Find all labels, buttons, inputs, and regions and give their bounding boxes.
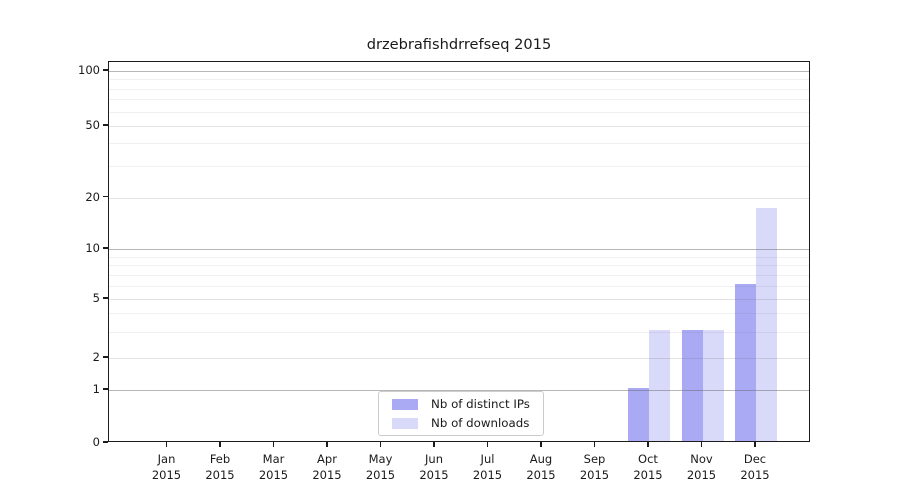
legend-label: Nb of downloads bbox=[431, 416, 530, 430]
x-axis-tick bbox=[700, 442, 703, 447]
x-axis-tick bbox=[540, 442, 542, 447]
x-axis-tick-label: Nov 2015 bbox=[686, 452, 717, 482]
y-axis-tick-label: 20 bbox=[85, 189, 100, 204]
x-axis-tick-label: May 2015 bbox=[365, 452, 396, 482]
bar-downloads bbox=[702, 329, 724, 441]
x-axis-tick bbox=[379, 442, 382, 447]
x-axis-tick bbox=[433, 442, 435, 447]
x-axis-tick bbox=[272, 442, 275, 447]
bar-downloads bbox=[649, 329, 670, 441]
x-axis-tick bbox=[754, 442, 756, 447]
x-axis-tick-label: Sep 2015 bbox=[579, 452, 610, 482]
x-axis-tick bbox=[165, 442, 168, 447]
x-axis-tick bbox=[219, 442, 221, 447]
legend-swatch-distinct-ips bbox=[392, 398, 418, 410]
y-axis-tick-label: 50 bbox=[85, 118, 100, 132]
bar-distinct-ips bbox=[735, 283, 756, 441]
y-axis-tick bbox=[103, 388, 108, 390]
y-axis-tick-label: 2 bbox=[92, 350, 100, 364]
plot-area bbox=[108, 61, 810, 442]
bar-distinct-ips bbox=[628, 388, 649, 441]
x-axis-tick-label: Mar 2015 bbox=[258, 452, 289, 482]
y-axis-tick bbox=[103, 297, 108, 299]
x-axis-tick-label: Feb 2015 bbox=[205, 452, 235, 482]
x-axis-tick-label: Dec 2015 bbox=[740, 452, 770, 482]
bar-downloads bbox=[756, 207, 777, 441]
bar-distinct-ips bbox=[681, 329, 703, 441]
x-axis-tick-label: Jan 2015 bbox=[151, 452, 182, 482]
x-axis-tick-label: Jul 2015 bbox=[472, 452, 503, 482]
bars-layer bbox=[109, 62, 809, 441]
legend: Nb of distinct IPs Nb of downloads bbox=[378, 391, 544, 436]
y-axis-tick-label: 0 bbox=[92, 435, 100, 449]
y-axis-tick bbox=[103, 247, 108, 249]
legend-label: Nb of distinct IPs bbox=[431, 397, 530, 411]
legend-swatch-downloads bbox=[392, 417, 418, 429]
x-axis-tick bbox=[647, 442, 649, 447]
y-axis-tick bbox=[103, 69, 108, 71]
y-axis-tick-label: 100 bbox=[78, 63, 100, 77]
y-axis-tick-label: 10 bbox=[85, 241, 100, 255]
chart-title: drzebrafishdrrefseq 2015 bbox=[366, 36, 552, 53]
legend-item: Nb of distinct IPs bbox=[387, 397, 535, 411]
legend-item: Nb of downloads bbox=[387, 416, 535, 430]
x-axis-tick bbox=[326, 442, 328, 447]
y-axis-tick bbox=[103, 441, 108, 443]
x-axis-tick-label: Aug 2015 bbox=[526, 452, 556, 482]
y-axis-tick-label: 5 bbox=[92, 291, 100, 305]
y-axis-tick bbox=[103, 356, 108, 358]
x-axis-tick bbox=[486, 442, 489, 447]
y-axis-tick-label: 1 bbox=[92, 382, 100, 396]
x-axis-tick bbox=[593, 442, 596, 447]
y-axis-tick bbox=[103, 195, 108, 198]
x-axis-tick-label: Oct 2015 bbox=[633, 452, 663, 482]
y-axis-tick bbox=[103, 124, 108, 126]
x-axis-tick-label: Jun 2015 bbox=[419, 452, 449, 482]
x-axis-tick-label: Apr 2015 bbox=[312, 452, 342, 482]
